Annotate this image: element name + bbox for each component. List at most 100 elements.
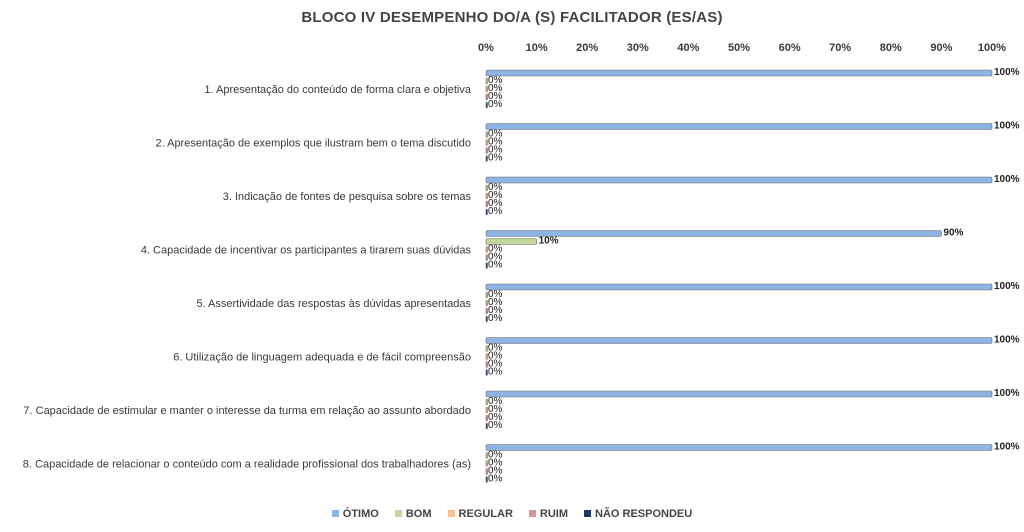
- bar: [485, 230, 942, 237]
- bar: [485, 406, 488, 414]
- category-label: 1. Apresentação do conteúdo de forma cla…: [204, 84, 472, 96]
- data-label: 0%: [488, 313, 503, 324]
- bar: [485, 93, 488, 101]
- category-label: 4. Capacidade de incentivar os participa…: [141, 245, 472, 257]
- data-label: 0%: [488, 75, 503, 86]
- bar: [485, 147, 488, 154]
- data-label: 0%: [488, 260, 503, 271]
- legend-item: ÓTIMO: [331, 508, 379, 520]
- x-tick-label: 100%: [978, 42, 1006, 54]
- data-label: 0%: [488, 404, 503, 415]
- legend-item: BOM: [394, 508, 432, 520]
- data-label: 0%: [488, 145, 503, 156]
- data-label: 0%: [488, 396, 503, 407]
- data-label: 0%: [488, 474, 503, 485]
- bar: [485, 200, 488, 208]
- bar: [485, 291, 488, 299]
- data-label: 100%: [994, 388, 1020, 399]
- bar: [485, 176, 993, 184]
- legend: ÓTIMO BOM REGULAR RUIM NÃO RESPONDEU: [0, 508, 1024, 520]
- category-label: 6. Utilização de linguagem adequada e de…: [173, 352, 471, 364]
- legend-label: RUIM: [539, 508, 569, 520]
- x-tick-label: 50%: [728, 42, 750, 54]
- category-label: 8. Capacidade de relacionar o conteúdo c…: [23, 459, 471, 471]
- data-label: 0%: [488, 244, 503, 255]
- data-label: 0%: [488, 450, 503, 461]
- category-label: 5. Assertividade das respostas às dúvida…: [196, 298, 471, 310]
- bar: [485, 123, 993, 130]
- category-label: 3. Indicação de fontes de pesquisa sobre…: [223, 191, 472, 203]
- category-labels: 1. Apresentação do conteúdo de forma cla…: [23, 84, 472, 471]
- x-tick-label: 10%: [526, 42, 548, 54]
- legend-label: NÃO RESPONDEU: [595, 508, 693, 520]
- data-label: 0%: [488, 412, 503, 423]
- data-label: 0%: [488, 182, 503, 193]
- x-tick-label: 30%: [627, 42, 649, 54]
- data-label: 100%: [994, 121, 1020, 132]
- data-label: 0%: [488, 420, 503, 431]
- legend-item: NÃO RESPONDEU: [584, 508, 692, 520]
- bar: [485, 155, 488, 162]
- data-labels: 100%0%0%0%0%100%0%0%0%0%100%0%0%0%0%90%1…: [488, 67, 1020, 485]
- data-label: 100%: [994, 335, 1020, 346]
- bar: [485, 337, 993, 344]
- data-label: 90%: [943, 228, 963, 239]
- bar: [485, 184, 488, 192]
- data-label: 10%: [539, 236, 559, 247]
- data-label: 0%: [488, 190, 503, 201]
- bar: [485, 262, 488, 269]
- bar: [485, 246, 488, 253]
- bar: [485, 315, 488, 323]
- chart-title: BLOCO IV DESEMPENHO DO/A (S) FACILITADOR…: [301, 9, 723, 26]
- bar: [485, 283, 993, 291]
- bar: [485, 307, 488, 315]
- data-label: 0%: [488, 367, 503, 378]
- data-label: 0%: [488, 466, 503, 477]
- legend-label: BOM: [405, 508, 432, 520]
- bar: [485, 444, 993, 451]
- bar: [485, 468, 488, 475]
- legend-label: REGULAR: [458, 508, 513, 520]
- data-label: 100%: [994, 174, 1020, 185]
- bar: [485, 69, 993, 77]
- data-label: 0%: [488, 198, 503, 209]
- bar: [485, 460, 488, 467]
- x-tick-label: 20%: [576, 42, 598, 54]
- data-label: 0%: [488, 359, 503, 370]
- data-label: 100%: [994, 442, 1020, 453]
- data-label: 0%: [488, 305, 503, 316]
- legend-swatch: [394, 510, 402, 517]
- data-label: 0%: [488, 153, 503, 164]
- bar: [485, 208, 488, 216]
- x-tick-label: 70%: [829, 42, 851, 54]
- legend-swatch: [331, 510, 339, 517]
- bar: [485, 398, 488, 406]
- data-label: 0%: [488, 137, 503, 148]
- category-label: 2. Apresentação de exemplos que ilustram…: [155, 138, 471, 150]
- bar: [485, 422, 488, 430]
- data-label: 0%: [488, 297, 503, 308]
- legend-swatch: [584, 510, 592, 517]
- x-tick-label: 80%: [880, 42, 902, 54]
- data-label: 0%: [488, 83, 503, 94]
- bar: [485, 414, 488, 422]
- bar: [485, 353, 488, 360]
- data-label: 0%: [488, 91, 503, 102]
- bar: [485, 452, 488, 459]
- data-label: 0%: [488, 289, 503, 300]
- bar: [485, 299, 488, 307]
- legend-label: ÓTIMO: [342, 508, 379, 520]
- data-label: 0%: [488, 252, 503, 263]
- data-label: 100%: [994, 281, 1020, 292]
- bars: [485, 69, 993, 483]
- bar: [485, 101, 488, 109]
- data-label: 0%: [488, 343, 503, 354]
- bar: [485, 345, 488, 352]
- x-axis-ticks: 0% 10% 20% 30% 40% 50% 60% 70% 80% 90% 100%: [478, 42, 1006, 54]
- data-label: 0%: [488, 129, 503, 140]
- bar: [485, 238, 537, 245]
- x-tick-label: 90%: [930, 42, 952, 54]
- bar: [485, 192, 488, 200]
- data-label: 0%: [488, 206, 503, 217]
